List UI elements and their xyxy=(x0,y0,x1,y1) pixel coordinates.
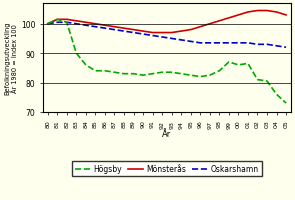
Mönsterås xyxy=(284,15,288,17)
Mönsterås xyxy=(208,23,212,26)
Högsby xyxy=(227,61,231,64)
Högsby xyxy=(199,76,202,78)
Oskarshamn xyxy=(84,25,88,27)
Oskarshamn xyxy=(179,39,183,42)
Högsby xyxy=(84,64,88,67)
Oskarshamn xyxy=(217,42,221,45)
Högsby xyxy=(237,64,240,67)
Mönsterås xyxy=(275,12,278,14)
Mönsterås xyxy=(141,31,145,33)
Mönsterås xyxy=(46,23,50,26)
Högsby xyxy=(122,73,126,76)
Högsby xyxy=(170,72,173,74)
Oskarshamn xyxy=(189,41,192,43)
Mönsterås xyxy=(265,10,269,13)
Mönsterås xyxy=(227,18,231,20)
Mönsterås xyxy=(132,29,135,32)
Högsby xyxy=(179,73,183,76)
Högsby xyxy=(160,72,164,74)
Oskarshamn xyxy=(170,38,173,40)
Oskarshamn xyxy=(284,47,288,49)
Mönsterås xyxy=(256,10,259,13)
Oskarshamn xyxy=(265,44,269,46)
Mönsterås xyxy=(151,32,154,35)
Högsby xyxy=(265,80,269,83)
Högsby xyxy=(246,63,250,65)
Oskarshamn xyxy=(103,28,107,30)
Mönsterås xyxy=(237,15,240,17)
Oskarshamn xyxy=(141,34,145,36)
Högsby xyxy=(208,75,212,77)
Oskarshamn xyxy=(237,42,240,45)
Högsby xyxy=(189,75,192,77)
Y-axis label: Befolkningsutveckling
År 1980 = Index 100: Befolkningsutveckling År 1980 = Index 10… xyxy=(4,22,18,95)
Högsby xyxy=(55,19,59,21)
X-axis label: År: År xyxy=(162,129,171,138)
Oskarshamn xyxy=(160,37,164,39)
Mönsterås xyxy=(65,19,68,21)
Högsby xyxy=(284,102,288,105)
Legend: Högsby, Mönsterås, Oskarshamn: Högsby, Mönsterås, Oskarshamn xyxy=(72,162,262,177)
Högsby xyxy=(46,23,50,26)
Line: Högsby: Högsby xyxy=(48,20,286,104)
Oskarshamn xyxy=(256,44,259,46)
Högsby xyxy=(103,70,107,73)
Mönsterås xyxy=(75,20,78,23)
Mönsterås xyxy=(113,26,116,29)
Oskarshamn xyxy=(46,23,50,26)
Oskarshamn xyxy=(94,26,97,29)
Högsby xyxy=(75,53,78,55)
Högsby xyxy=(65,22,68,24)
Mönsterås xyxy=(170,32,173,35)
Mönsterås xyxy=(246,12,250,14)
Mönsterås xyxy=(103,25,107,27)
Högsby xyxy=(256,79,259,81)
Mönsterås xyxy=(189,29,192,32)
Högsby xyxy=(94,70,97,73)
Högsby xyxy=(141,75,145,77)
Högsby xyxy=(113,72,116,74)
Mönsterås xyxy=(160,32,164,35)
Oskarshamn xyxy=(199,42,202,45)
Högsby xyxy=(217,70,221,73)
Mönsterås xyxy=(84,22,88,24)
Mönsterås xyxy=(122,28,126,30)
Mönsterås xyxy=(94,23,97,26)
Oskarshamn xyxy=(65,22,68,24)
Oskarshamn xyxy=(75,23,78,26)
Oskarshamn xyxy=(227,42,231,45)
Oskarshamn xyxy=(55,22,59,24)
Line: Mönsterås: Mönsterås xyxy=(48,11,286,33)
Oskarshamn xyxy=(151,35,154,38)
Mönsterås xyxy=(217,20,221,23)
Mönsterås xyxy=(179,31,183,33)
Mönsterås xyxy=(199,26,202,29)
Line: Oskarshamn: Oskarshamn xyxy=(48,23,286,48)
Oskarshamn xyxy=(132,32,135,35)
Oskarshamn xyxy=(246,42,250,45)
Oskarshamn xyxy=(208,42,212,45)
Oskarshamn xyxy=(113,29,116,32)
Högsby xyxy=(132,73,135,76)
Högsby xyxy=(151,73,154,76)
Oskarshamn xyxy=(275,45,278,48)
Oskarshamn xyxy=(122,31,126,33)
Mönsterås xyxy=(55,19,59,21)
Högsby xyxy=(275,94,278,96)
